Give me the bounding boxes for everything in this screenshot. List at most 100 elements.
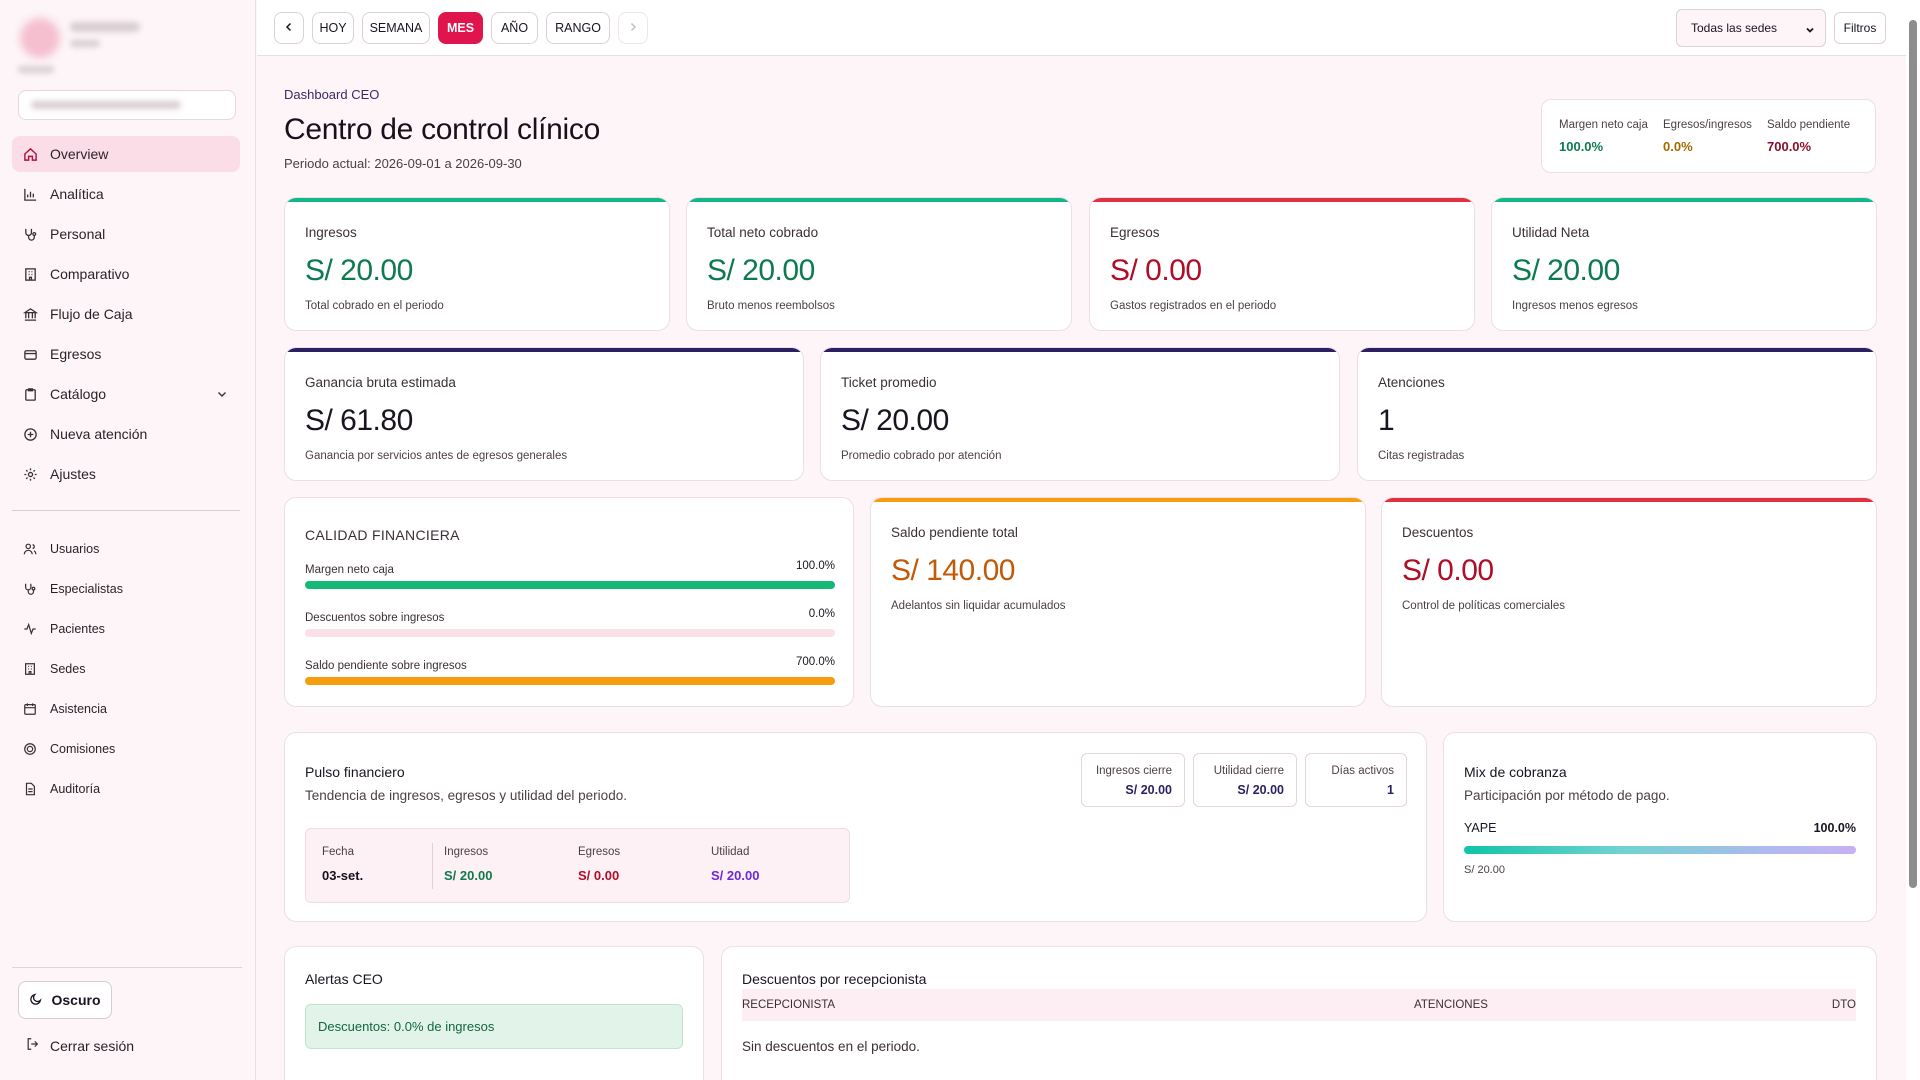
trend-value: S/ 20.00 — [444, 868, 493, 883]
progress-fill — [305, 581, 835, 589]
chevron-right-icon — [628, 21, 638, 35]
sidebar-item-egresos[interactable]: Egresos — [12, 336, 240, 372]
period-mes-button[interactable]: MES — [438, 12, 483, 44]
empty-state: Sin descuentos en el periodo. — [742, 1039, 920, 1054]
breadcrumb: Dashboard CEO — [284, 87, 380, 102]
sidebar-item-sedes[interactable]: Sedes — [12, 651, 240, 687]
period-hoy-button[interactable]: HOY — [312, 12, 354, 44]
sidebar-item-flujo-caja[interactable]: Flujo de Caja — [12, 296, 240, 332]
sidebar-item-label: Pacientes — [50, 622, 105, 636]
payment-method-percent: 100.0% — [1813, 821, 1856, 835]
card-description: Citas registradas — [1378, 450, 1465, 462]
sidebar-item-ajustes[interactable]: Ajustes — [12, 456, 240, 492]
sidebar-item-personal[interactable]: Personal — [12, 216, 240, 252]
next-period-button[interactable] — [618, 12, 648, 44]
sidebar-item-label: Sedes — [50, 662, 86, 676]
quality-row-value: 0.0% — [808, 608, 835, 620]
sidebar-item-usuarios[interactable]: Usuarios — [12, 531, 240, 567]
avatar — [20, 18, 60, 58]
kpi-card-total-neto: Total neto cobrado S/ 20.00 Bruto menos … — [686, 197, 1072, 331]
bank-icon — [22, 306, 38, 322]
bar-chart-icon — [22, 186, 38, 202]
file-icon — [22, 781, 38, 797]
card-description: Bruto menos reembolsos — [707, 300, 835, 312]
trend-cell-fecha: Fecha 03-set. — [322, 846, 363, 883]
sidebar-item-label: Egresos — [50, 346, 102, 362]
card-accent-bar — [1090, 198, 1474, 202]
sidebar-item-overview[interactable]: Overview — [12, 136, 240, 172]
sidebar-item-auditoria[interactable]: Auditoría — [12, 771, 240, 807]
card-label: Atenciones — [1378, 375, 1445, 390]
chevron-left-icon — [284, 21, 294, 35]
sidebar-item-label: Asistencia — [50, 702, 107, 716]
sidebar-item-comisiones[interactable]: Comisiones — [12, 731, 240, 767]
card-label: Utilidad Neta — [1512, 225, 1590, 240]
mini-kpi-label: Margen neto caja — [1559, 119, 1648, 131]
sede-select[interactable]: Todas las sedes — [1676, 9, 1826, 47]
trend-value: 03-set. — [322, 868, 364, 883]
period-label: Periodo actual: 2026-09-01 a 2026-09-30 — [284, 156, 522, 171]
card-subtitle: Tendencia de ingresos, egresos y utilida… — [305, 788, 627, 803]
card-accent-bar — [687, 198, 1071, 202]
card-label: Descuentos — [1402, 525, 1474, 540]
home-icon — [22, 146, 38, 162]
period-rango-button[interactable]: RANGO — [546, 12, 610, 44]
prev-period-button[interactable] — [274, 12, 304, 44]
trend-header: Ingresos — [444, 846, 489, 858]
progress-track — [305, 581, 835, 589]
logout-button[interactable]: Cerrar sesión — [26, 1037, 134, 1054]
sidebar-item-pacientes[interactable]: Pacientes — [12, 611, 240, 647]
alertas-ceo-card: Alertas CEO Descuentos: 0.0% de ingresos — [284, 946, 704, 1080]
coin-icon — [22, 741, 38, 757]
sidebar-item-label: Usuarios — [50, 542, 100, 556]
sidebar-item-especialistas[interactable]: Especialistas — [12, 571, 240, 607]
saldo-pendiente-card: Saldo pendiente total S/ 140.00 Adelanto… — [870, 497, 1366, 707]
card-accent-bar — [871, 498, 1365, 502]
card-description: Promedio cobrado por atención — [841, 450, 1002, 462]
progress-track — [305, 629, 835, 637]
clipboard-icon — [22, 386, 38, 402]
card-title: Mix de cobranza — [1464, 764, 1567, 780]
sidebar-item-asistencia[interactable]: Asistencia — [12, 691, 240, 727]
descuentos-recepcionista-card: Descuentos por recepcionista RECEPCIONIS… — [721, 946, 1877, 1080]
period-ano-button[interactable]: AÑO — [491, 12, 538, 44]
kpi-card-atenciones: Atenciones 1 Citas registradas — [1357, 347, 1877, 481]
card-accent-bar — [285, 198, 669, 202]
stat-value: 1 — [1387, 783, 1394, 797]
trend-header: Utilidad — [711, 846, 750, 858]
descuentos-card: Descuentos S/ 0.00 Control de políticas … — [1381, 497, 1877, 707]
credit-card-icon — [22, 346, 38, 362]
sidebar-item-comparativo[interactable]: Comparativo — [12, 256, 240, 292]
activity-icon — [22, 621, 38, 637]
sidebar-item-nueva-atencion[interactable]: Nueva atención — [12, 416, 240, 452]
sidebar-divider — [12, 510, 240, 511]
scrollbar-thumb[interactable] — [1909, 20, 1917, 888]
trend-value: S/ 20.00 — [711, 868, 760, 883]
column-header: RECEPCIONISTA — [742, 999, 836, 1011]
theme-toggle-button[interactable]: Oscuro — [18, 981, 112, 1019]
kpi-card-utilidad-neta: Utilidad Neta S/ 20.00 Ingresos menos eg… — [1491, 197, 1877, 331]
sidebar-item-analitica[interactable]: Analítica — [12, 176, 240, 212]
chevron-down-icon[interactable] — [216, 387, 228, 403]
sede-select-value: Todas las sedes — [1691, 21, 1778, 35]
trend-divider — [432, 843, 433, 889]
chevron-down-icon — [1805, 24, 1815, 38]
mini-kpi-label: Egresos/ingresos — [1663, 119, 1752, 131]
moon-icon — [29, 992, 43, 1009]
sidebar-item-catalogo[interactable]: Catálogo — [12, 376, 240, 412]
card-label: Ingresos — [305, 225, 357, 240]
filters-button[interactable]: Filtros — [1834, 12, 1886, 44]
sidebar-search-input[interactable] — [18, 90, 236, 120]
card-label: Saldo pendiente total — [891, 525, 1018, 540]
trend-cell-egresos: Egresos S/ 0.00 — [578, 846, 620, 883]
sidebar-item-label: Overview — [50, 146, 109, 162]
sidebar-item-label: Flujo de Caja — [50, 306, 133, 322]
trend-header: Fecha — [322, 846, 354, 858]
period-semana-button[interactable]: SEMANA — [362, 12, 430, 44]
table-header: RECEPCIONISTA ATENCIONES DTO — [742, 989, 1856, 1021]
sidebar-item-label: Comparativo — [50, 266, 130, 282]
mini-kpi: Saldo pendiente 700.0% — [1767, 119, 1850, 154]
card-value: S/ 140.00 — [891, 554, 1015, 587]
kpi-card-egresos: Egresos S/ 0.00 Gastos registrados en el… — [1089, 197, 1475, 331]
blurred-brand-sub — [70, 40, 100, 47]
